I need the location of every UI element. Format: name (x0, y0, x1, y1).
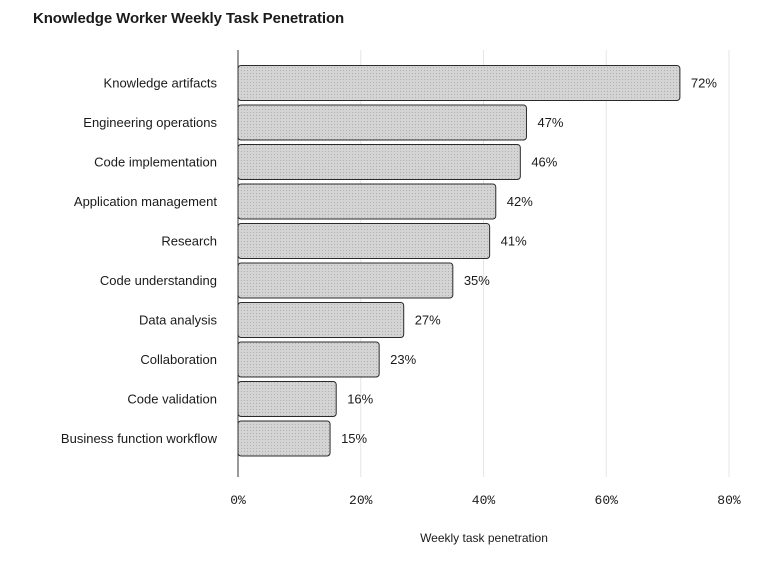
value-label: 16% (347, 392, 373, 407)
bar (237, 262, 454, 299)
category-label: Collaboration (140, 352, 217, 367)
value-labels: 72% 47% 46% 42% 41% 35% 27% 23% 16% 15% (341, 76, 717, 447)
value-label: 72% (691, 76, 717, 91)
bar (237, 144, 521, 180)
bar (237, 341, 380, 378)
chart-title: Knowledge Worker Weekly Task Penetration (33, 10, 345, 27)
category-labels: Knowledge artifacts Engineering operation… (61, 76, 218, 447)
bar (237, 65, 681, 101)
value-label: 35% (464, 273, 490, 288)
x-tick-labels: 0% 20% 40% 60% 80% (230, 493, 741, 508)
bar (237, 420, 331, 457)
x-tick-label: 60% (595, 493, 619, 508)
value-label: 46% (531, 155, 557, 170)
value-label: 47% (537, 115, 563, 130)
value-label: 15% (341, 431, 367, 446)
x-tick-label: 80% (717, 493, 741, 508)
x-tick-label: 0% (230, 493, 246, 508)
category-label: Data analysis (139, 313, 218, 328)
category-label: Engineering operations (83, 115, 217, 130)
category-label: Research (161, 234, 217, 249)
x-tick-label: 20% (349, 493, 373, 508)
category-label: Knowledge artifacts (104, 76, 218, 91)
bar (237, 104, 527, 141)
value-label: 41% (501, 234, 527, 249)
category-label: Application management (74, 194, 217, 209)
bar (237, 302, 405, 338)
category-label: Business function workflow (61, 431, 218, 446)
x-tick-label: 40% (472, 493, 496, 508)
bar (237, 183, 497, 220)
category-label: Code understanding (100, 273, 217, 288)
bar (237, 223, 491, 259)
value-label: 23% (390, 352, 416, 367)
x-axis-label: Weekly task penetration (420, 531, 548, 545)
bar (237, 381, 337, 417)
bars (237, 65, 681, 457)
value-label: 42% (507, 194, 533, 209)
value-label: 27% (415, 313, 441, 328)
category-label: Code implementation (94, 155, 217, 170)
category-label: Code validation (127, 392, 217, 407)
